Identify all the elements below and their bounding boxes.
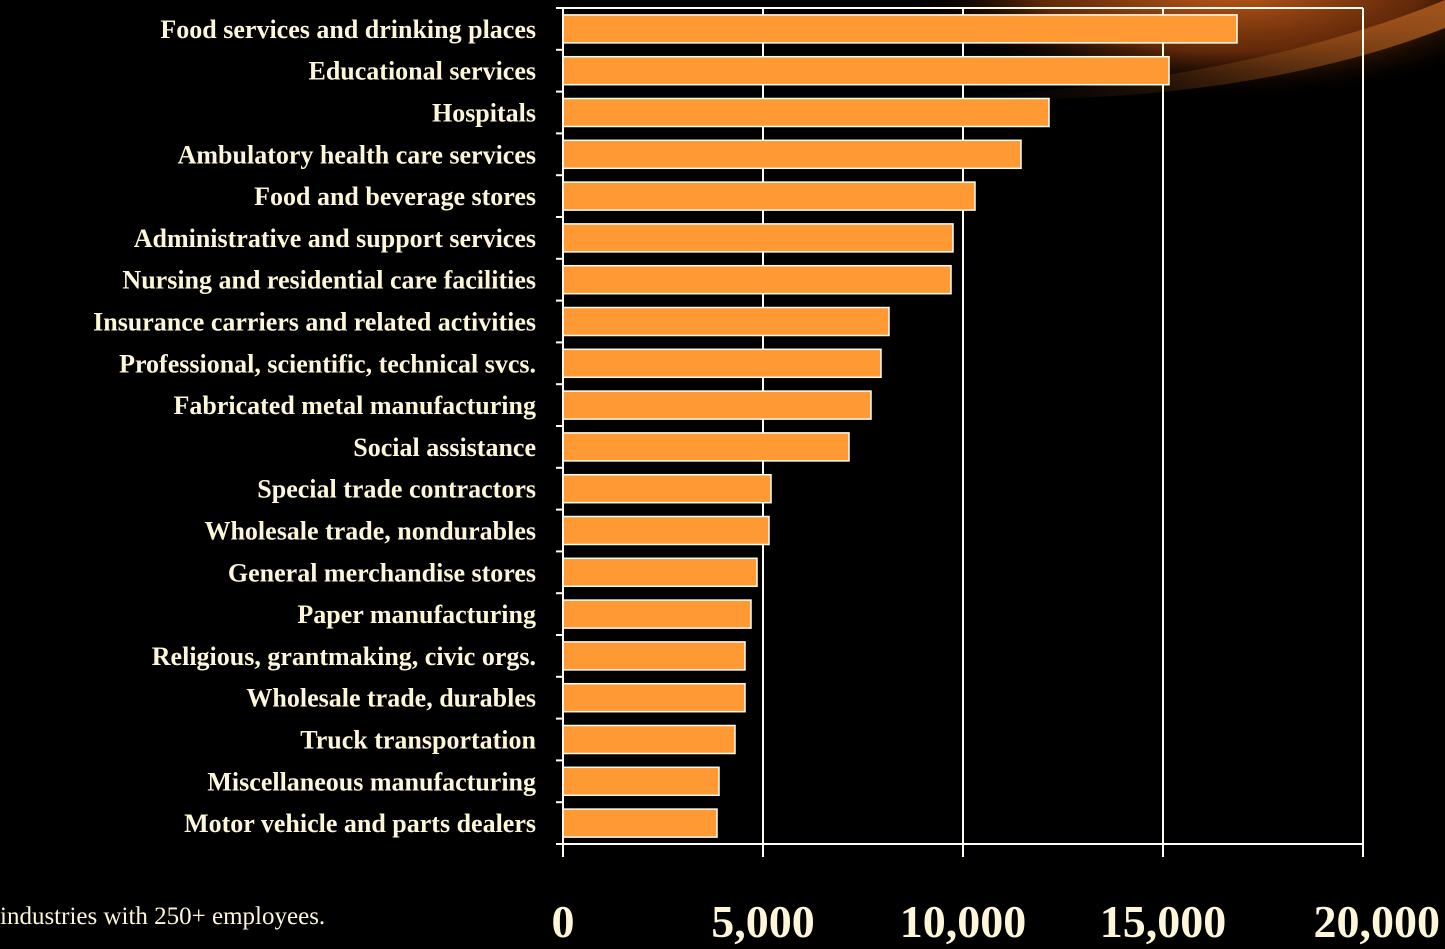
x-tick-label: 5,000 [711,896,815,947]
category-label: Miscellaneous manufacturing [207,767,536,796]
category-label: Professional, scientific, technical svcs… [119,349,536,378]
bar [562,223,954,253]
category-label: Motor vehicle and parts dealers [184,809,536,838]
category-label: Special trade contractors [257,475,536,504]
bar [562,390,872,420]
bar [562,97,1050,128]
bar [562,14,1238,44]
category-label: Food and beverage stores [254,182,536,211]
gridlines [562,7,1364,844]
bars [562,14,1238,838]
bar [562,641,746,671]
category-label: Ambulatory health care services [178,140,536,169]
category-label: Food services and drinking places [160,15,536,44]
category-label: Educational services [309,57,537,86]
x-tick-labels: 0 5,000 10,000 15,000 20,000 [552,896,1441,947]
x-tick-label: 15,000 [1100,896,1227,947]
category-label: Wholesale trade, nondurables [204,517,536,546]
x-tick-label: 0 [552,896,575,947]
bar [562,557,758,588]
bar [562,181,976,211]
category-label: Administrative and support services [134,224,536,253]
bar [562,808,718,838]
bar [562,264,952,295]
x-tick-label: 20,000 [1314,896,1441,947]
bar [562,55,1170,86]
bar [562,432,850,462]
category-label: Wholesale trade, durables [246,684,536,713]
bar [562,599,752,629]
category-label: Social assistance [353,433,536,462]
category-label: Fabricated metal manufacturing [173,391,536,420]
bar [562,515,770,546]
footnote: industries with 250+ employees. [0,903,325,930]
bar [562,682,746,713]
category-label: Paper manufacturing [297,600,536,629]
axes [556,7,1364,857]
bar [562,473,772,504]
bar [562,139,1022,170]
category-labels: Food services and drinking places Educati… [93,15,536,838]
bar [562,306,890,337]
category-label: Nursing and residential care facilities [122,266,536,295]
category-label: Religious, grantmaking, civic orgs. [152,642,536,671]
category-label: Insurance carriers and related activitie… [93,308,536,337]
bar [562,724,736,755]
category-label: Truck transportation [300,726,536,755]
bar [562,766,720,797]
category-label: General merchandise stores [228,558,536,587]
category-label: Hospitals [432,99,536,128]
x-tick-label: 10,000 [900,896,1027,947]
bar [562,348,882,379]
